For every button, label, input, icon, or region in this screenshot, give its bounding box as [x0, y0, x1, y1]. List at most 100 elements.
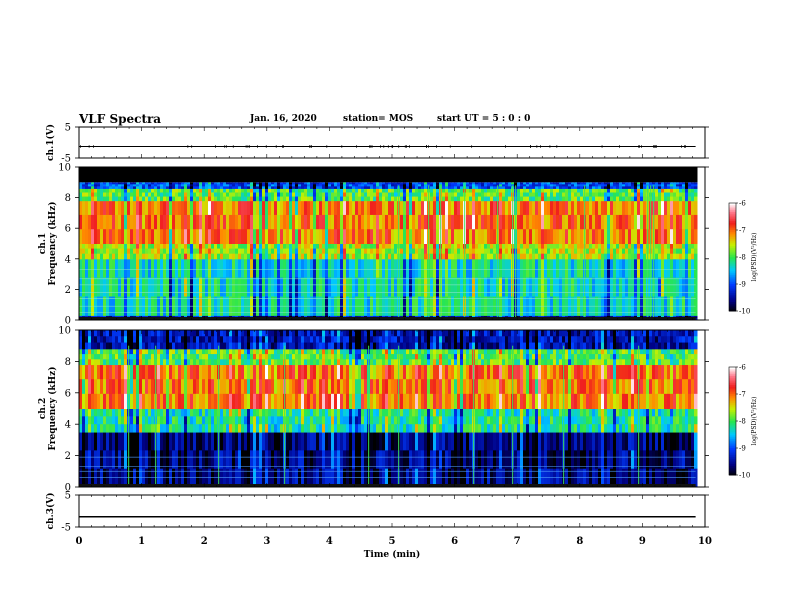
no-data-band: [133, 167, 137, 183]
spectrogram-cell: [82, 200, 86, 216]
spectrogram-cell: [178, 450, 182, 470]
spectrogram-cell: [100, 408, 104, 417]
spectrogram-cell: [280, 188, 284, 193]
spectrogram-cell: [307, 200, 311, 216]
spectrogram-cell: [691, 188, 695, 193]
spectrogram-cell: [295, 184, 299, 187]
spectrogram-cell: [676, 184, 680, 187]
spectrogram-cell: [550, 184, 554, 187]
spectrogram-cell: [145, 214, 149, 230]
spectrogram-cell: [286, 336, 290, 344]
spectrogram-cell: [619, 192, 623, 198]
spectrogram-cell: [118, 186, 122, 189]
spectrogram-cell: [94, 186, 98, 189]
spectrogram-cell: [664, 200, 668, 216]
spectrogram-cell: [490, 243, 494, 250]
spectrogram-cell: [247, 192, 251, 198]
spectrogram-cell: [247, 182, 251, 185]
spectrogram-cell: [124, 248, 128, 255]
spectrogram-cell: [361, 182, 365, 185]
spectrogram-cell: [385, 182, 389, 185]
spectrogram-cell: [211, 277, 215, 298]
no-data-band: [220, 167, 224, 183]
spectrogram-cell: [577, 186, 581, 189]
spectrogram-cell: [136, 330, 140, 337]
spectrogram-cell: [100, 277, 104, 298]
spectrogram-cell: [160, 277, 164, 298]
no-data-band: [445, 167, 449, 183]
spectrogram-cell: [481, 200, 485, 216]
spectrogram-cell: [445, 200, 449, 216]
spectrogram-cell: [280, 184, 284, 187]
spectrogram-cell: [217, 186, 221, 189]
spectrogram-cell: [466, 214, 470, 230]
spectrogram-cell: [136, 315, 140, 318]
spectrogram-cell: [319, 186, 323, 189]
no-data-band: [349, 167, 353, 183]
spectrogram-cell: [610, 277, 614, 298]
spectrogram-cell: [214, 364, 218, 380]
spectrogram-cell: [460, 315, 464, 318]
spectrogram-cell: [91, 188, 95, 193]
no-data-band: [565, 167, 569, 183]
no-data-band: [88, 167, 92, 183]
spectrogram-cell: [388, 253, 392, 260]
spectrogram-cell: [85, 315, 89, 318]
spectrogram-cell: [664, 229, 668, 244]
spectrogram-cell: [100, 214, 104, 230]
spectrogram-cell: [130, 248, 134, 255]
spectrogram-cell: [367, 214, 371, 230]
spectrogram-cell: [175, 408, 179, 417]
spectrogram-cell: [118, 379, 122, 395]
spectrogram-cell: [526, 192, 530, 198]
spectrogram-cell: [268, 336, 272, 344]
spectrogram-cell: [520, 200, 524, 216]
spectrogram-cell: [277, 424, 281, 433]
spectrogram-cell: [253, 186, 257, 189]
spectrogram-cell: [373, 200, 377, 216]
spectrogram-cell: [487, 258, 491, 279]
spectrogram-cell: [160, 315, 164, 318]
spectrogram-cell: [127, 186, 131, 189]
spectrogram-cell: [664, 192, 668, 198]
spectrogram-cell: [217, 277, 221, 298]
spectrogram-cell: [226, 348, 230, 355]
spectrogram-cell: [535, 248, 539, 255]
spectrogram-cell: [469, 200, 473, 216]
spectrogram-cell: [610, 184, 614, 187]
spectrogram-cell: [394, 184, 398, 187]
spectrogram-cell: [199, 468, 203, 488]
spectrogram-cell: [223, 424, 227, 433]
spectrogram-cell: [322, 258, 326, 279]
spectrogram-cell: [283, 188, 287, 193]
spectrogram-cell: [172, 379, 176, 395]
spectrogram-cell: [580, 184, 584, 187]
spectrogram-cell: [430, 248, 434, 255]
spectrogram-cell: [367, 200, 371, 216]
spectrogram-cell: [112, 450, 116, 470]
spectrogram-cell: [679, 186, 683, 189]
spectrogram-cell: [520, 253, 524, 260]
spectrogram-cell: [484, 253, 488, 260]
spectrogram-cell: [235, 277, 239, 298]
spectrogram-cell: [79, 192, 83, 198]
spectrogram-cell: [280, 364, 284, 380]
spectrogram-cell: [418, 243, 422, 250]
spectrogram-cell: [268, 214, 272, 230]
spectrogram-cell: [79, 450, 83, 470]
spectrogram-cell: [409, 315, 413, 318]
spectrogram-cell: [79, 184, 83, 187]
no-data-band: [259, 167, 263, 183]
spectrogram-cell: [556, 188, 560, 193]
spectrogram-cell: [226, 336, 230, 344]
spectrogram-cell: [247, 184, 251, 187]
spectrogram-cell: [541, 248, 545, 255]
spectrogram-cell: [109, 432, 113, 451]
spectrogram-cell: [145, 432, 149, 451]
spectrogram-cell: [559, 248, 563, 255]
spectrogram-cell: [421, 315, 425, 318]
spectrogram-cell: [148, 214, 152, 230]
spectrogram-cell: [304, 196, 308, 202]
spectrogram-cell: [592, 182, 596, 185]
spectrogram-cell: [109, 214, 113, 230]
